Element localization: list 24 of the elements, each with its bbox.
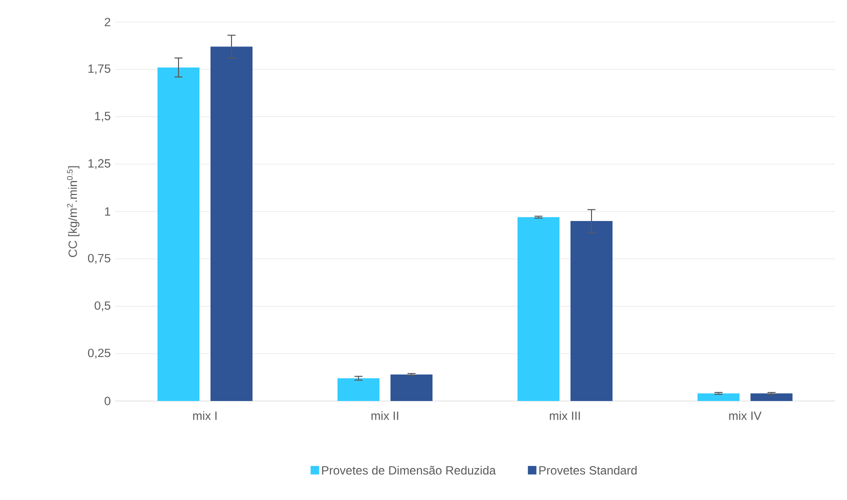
- x-tick-label: mix III: [550, 411, 580, 420]
- bar: [518, 217, 560, 401]
- bar: [158, 67, 200, 401]
- x-tick-label: mix II: [372, 411, 398, 420]
- bar: [210, 46, 253, 401]
- y-tick-label: 2: [104, 18, 110, 26]
- y-tick-label: 0: [104, 396, 110, 406]
- bar: [750, 393, 793, 401]
- y-tick-label: 1: [105, 207, 110, 216]
- y-tick-label: 0,25: [88, 348, 110, 359]
- bar: [338, 378, 380, 401]
- x-tick-label: mix IV: [729, 411, 762, 420]
- y-tick-label: 1,75: [88, 64, 110, 74]
- y-tick-label: 1,25: [88, 159, 110, 170]
- legend-label: Provetes Standard: [539, 466, 637, 475]
- bar: [698, 393, 740, 401]
- x-tick-label: mix I: [193, 411, 217, 420]
- y-tick-label: 0,75: [88, 254, 110, 264]
- y-tick-label: 1,5: [95, 112, 110, 122]
- bar: [390, 374, 433, 401]
- bar: [570, 220, 613, 401]
- legend-label: Provetes de Dimensão Reduzida: [322, 466, 496, 475]
- y-tick-label: 0,5: [94, 301, 110, 312]
- y-axis-title: CC [kg/m$^{2}$.min$^{0.5}$]: [66, 166, 80, 258]
